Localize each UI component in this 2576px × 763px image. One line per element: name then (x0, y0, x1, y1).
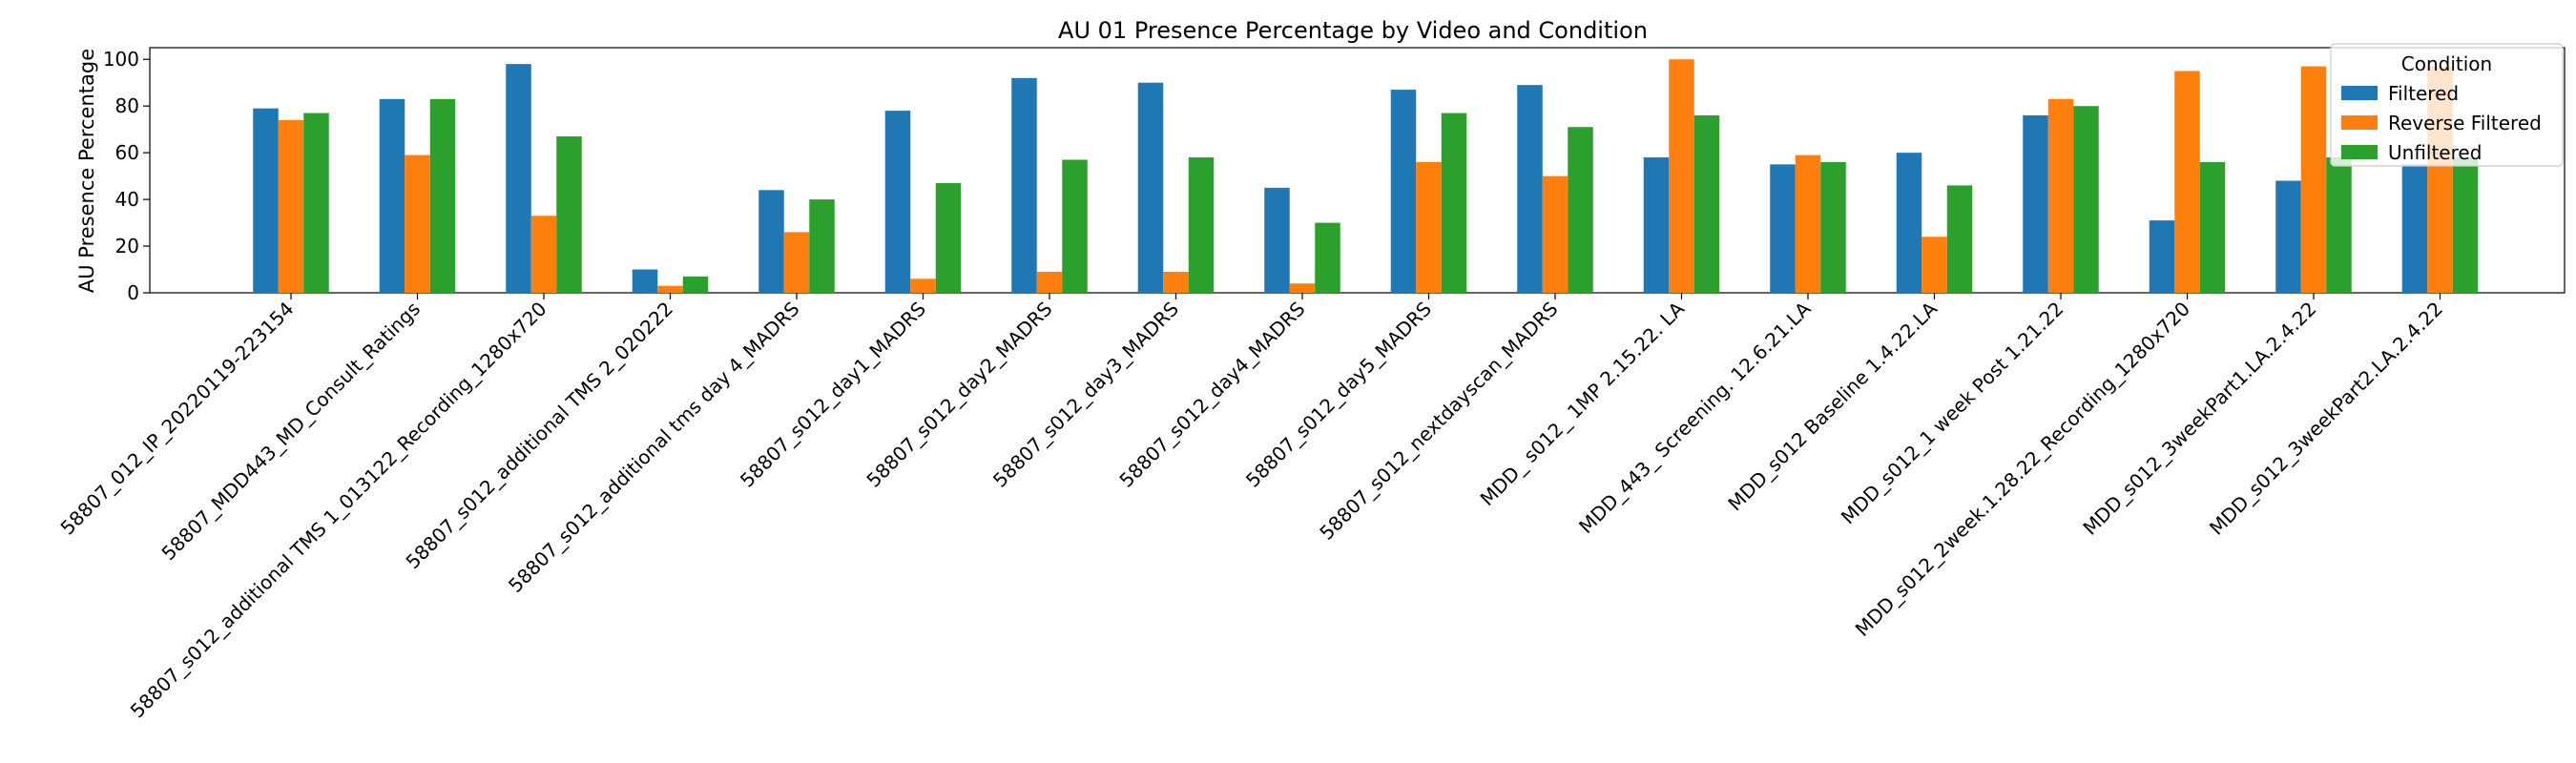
x-tick-label: MDD_443_ Screening. 12.6.21.LA (1574, 297, 1816, 538)
bar (1188, 157, 1215, 293)
x-tick-label: 58807_MDD443_MD_Consult_Ratings (156, 298, 425, 566)
bar (1693, 114, 1720, 293)
bar (2452, 157, 2479, 293)
bar (2149, 220, 2175, 293)
bar (303, 113, 329, 294)
bar (1922, 237, 1947, 293)
bar (1416, 161, 1442, 293)
legend-title: Condition (2401, 52, 2492, 75)
bar (405, 155, 430, 293)
bar (1770, 164, 1796, 293)
bar (1264, 187, 1290, 293)
bar (379, 98, 405, 293)
bar (884, 111, 911, 293)
bar (758, 190, 784, 293)
bar (682, 276, 709, 293)
x-tick-label: MDD_ s012_ 1MP 2.15.22. LA (1476, 297, 1690, 510)
bar (1795, 155, 1821, 293)
x-tick-label: MDD_s012_3weekPart2.LA.2.4.22 (2205, 298, 2447, 540)
bar (657, 285, 683, 293)
x-tick-label: MDD_s012_1 week Post 1.21.22 (1837, 298, 2068, 529)
bar (1289, 283, 1316, 293)
plot-frame (149, 47, 2566, 294)
bar (1441, 113, 1467, 294)
bar (2199, 161, 2226, 293)
bar (1137, 82, 1164, 293)
bar (1315, 222, 1340, 293)
bar (2023, 114, 2048, 293)
y-tick-label: 100 (103, 48, 139, 71)
legend-box (2330, 43, 2564, 167)
y-tick-label: 0 (127, 281, 139, 304)
bar (1896, 153, 1922, 293)
bar (1163, 271, 1189, 293)
y-tick-label: 20 (115, 235, 139, 258)
x-tick-label: 58807_012_IP_20220119-223154 (56, 298, 299, 540)
bar (1517, 85, 1543, 294)
x-tick-label: 58807_s012_additional TMS 1_013122_Recor… (126, 298, 551, 723)
y-axis-title: AU Presence Percentage (75, 49, 98, 293)
bar (935, 182, 962, 293)
bar (2275, 180, 2301, 293)
legend-swatch (2341, 86, 2378, 100)
bar (1643, 157, 1670, 293)
bar (1542, 175, 1568, 293)
bar (1062, 159, 1088, 293)
chart-title: AU 01 Presence Percentage by Video and C… (1058, 17, 1648, 44)
legend-entry: Unfiltered (2388, 141, 2482, 164)
legend-entry: Filtered (2388, 82, 2459, 105)
bar (1669, 59, 1694, 293)
bar (2047, 98, 2074, 293)
legend-swatch (2341, 115, 2378, 130)
bar (1011, 77, 1037, 293)
bar (632, 269, 658, 293)
bar (556, 136, 582, 293)
bar (1946, 185, 1973, 293)
bar (783, 232, 810, 293)
bar (530, 216, 557, 293)
legend-entry: Reverse Filtered (2388, 112, 2542, 134)
x-tick-label: 58807_s012_additional TMS 2_020222 (401, 298, 677, 574)
bar (2174, 71, 2200, 293)
bar (429, 98, 456, 293)
x-tick-label: MDD_s012 Baseline 1.4.22.LA (1723, 297, 1942, 515)
bar (278, 119, 304, 293)
bar (2073, 106, 2099, 293)
bar (2401, 164, 2428, 293)
bar (506, 64, 531, 293)
bar (2326, 157, 2352, 293)
bar (809, 199, 835, 293)
legend-swatch (2341, 145, 2378, 159)
y-tick-label: 60 (115, 141, 139, 164)
x-tick-label: 58807_s012_nextdayscan_MADRS (1315, 298, 1562, 545)
bar (2300, 66, 2327, 293)
bar (253, 108, 279, 293)
bar (1390, 90, 1417, 293)
bar (1036, 271, 1063, 293)
y-tick-label: 80 (115, 94, 139, 117)
x-tick-label: MDD_s012_3weekPart1.LA.2.4.22 (2078, 298, 2320, 540)
x-tick-label: 58807_s012_additional tms day 4_MADRS (504, 298, 804, 598)
bar (1568, 127, 1593, 293)
bar (1820, 161, 1846, 293)
y-tick-label: 40 (115, 188, 139, 211)
bar (910, 278, 936, 293)
